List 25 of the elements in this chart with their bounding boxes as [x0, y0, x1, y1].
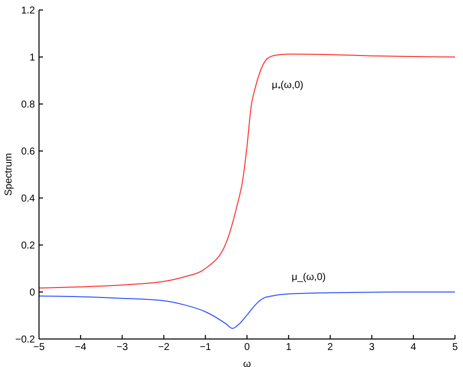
y-tick-label: 1.2: [21, 6, 36, 17]
x-tick-label: −4: [74, 342, 87, 354]
line-series: [39, 54, 455, 289]
x-axis-title: ω: [243, 359, 252, 367]
y-tick-label: 0.4: [21, 194, 36, 205]
x-tick-label: 2: [327, 342, 334, 354]
x-tick-label: 4: [410, 342, 417, 354]
x-tick-label: 0: [244, 342, 250, 354]
y-axis-title: Spectrum: [4, 153, 15, 196]
x-tick-label: −2: [158, 342, 170, 354]
y-tick-label: −0.2: [15, 334, 36, 346]
x-tick-label: −1: [200, 342, 212, 354]
line-series: [39, 292, 455, 329]
series-label: μ₊(ω,0): [272, 80, 304, 92]
x-tick-label: 3: [369, 342, 376, 354]
x-tick-label: 1: [286, 342, 292, 354]
series-label: μ_(ω,0): [292, 272, 326, 283]
x-tick-label: −3: [116, 342, 128, 354]
y-tick-label: 1: [29, 52, 36, 64]
x-tick-label: −5: [33, 342, 46, 354]
y-tick-label: 0.6: [21, 146, 36, 158]
y-tick-label: 0: [29, 288, 36, 299]
y-tick-label: 0.8: [21, 100, 36, 111]
y-tick-label: 0.2: [21, 240, 36, 252]
x-tick-label: 5: [452, 342, 458, 354]
